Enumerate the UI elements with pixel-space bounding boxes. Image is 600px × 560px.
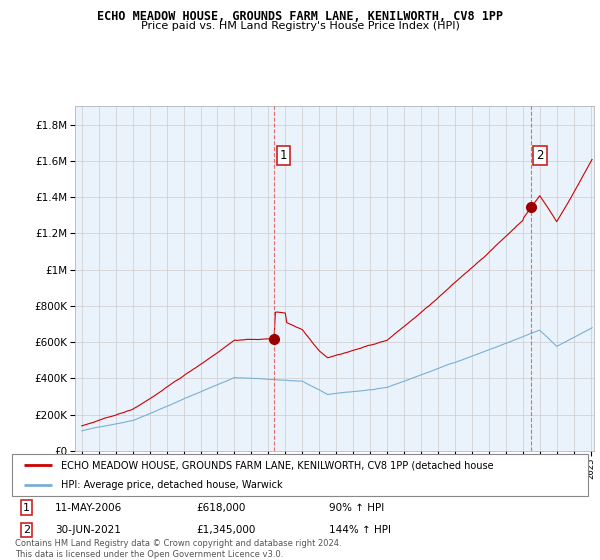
Text: 90% ↑ HPI: 90% ↑ HPI [329, 503, 384, 512]
Text: ECHO MEADOW HOUSE, GROUNDS FARM LANE, KENILWORTH, CV8 1PP: ECHO MEADOW HOUSE, GROUNDS FARM LANE, KE… [97, 10, 503, 23]
Text: Contains HM Land Registry data © Crown copyright and database right 2024.
This d: Contains HM Land Registry data © Crown c… [15, 539, 341, 559]
Text: 2: 2 [23, 525, 30, 535]
Text: ECHO MEADOW HOUSE, GROUNDS FARM LANE, KENILWORTH, CV8 1PP (detached house: ECHO MEADOW HOUSE, GROUNDS FARM LANE, KE… [61, 460, 494, 470]
Text: 11-MAY-2006: 11-MAY-2006 [55, 503, 122, 512]
FancyBboxPatch shape [12, 454, 588, 496]
Text: Price paid vs. HM Land Registry's House Price Index (HPI): Price paid vs. HM Land Registry's House … [140, 21, 460, 31]
Text: 30-JUN-2021: 30-JUN-2021 [55, 525, 121, 535]
Text: 1: 1 [23, 503, 30, 512]
Text: 1: 1 [280, 149, 287, 162]
Text: £618,000: £618,000 [196, 503, 245, 512]
Text: £1,345,000: £1,345,000 [196, 525, 256, 535]
Text: 2: 2 [536, 149, 544, 162]
Text: 144% ↑ HPI: 144% ↑ HPI [329, 525, 391, 535]
Text: HPI: Average price, detached house, Warwick: HPI: Average price, detached house, Warw… [61, 480, 283, 490]
